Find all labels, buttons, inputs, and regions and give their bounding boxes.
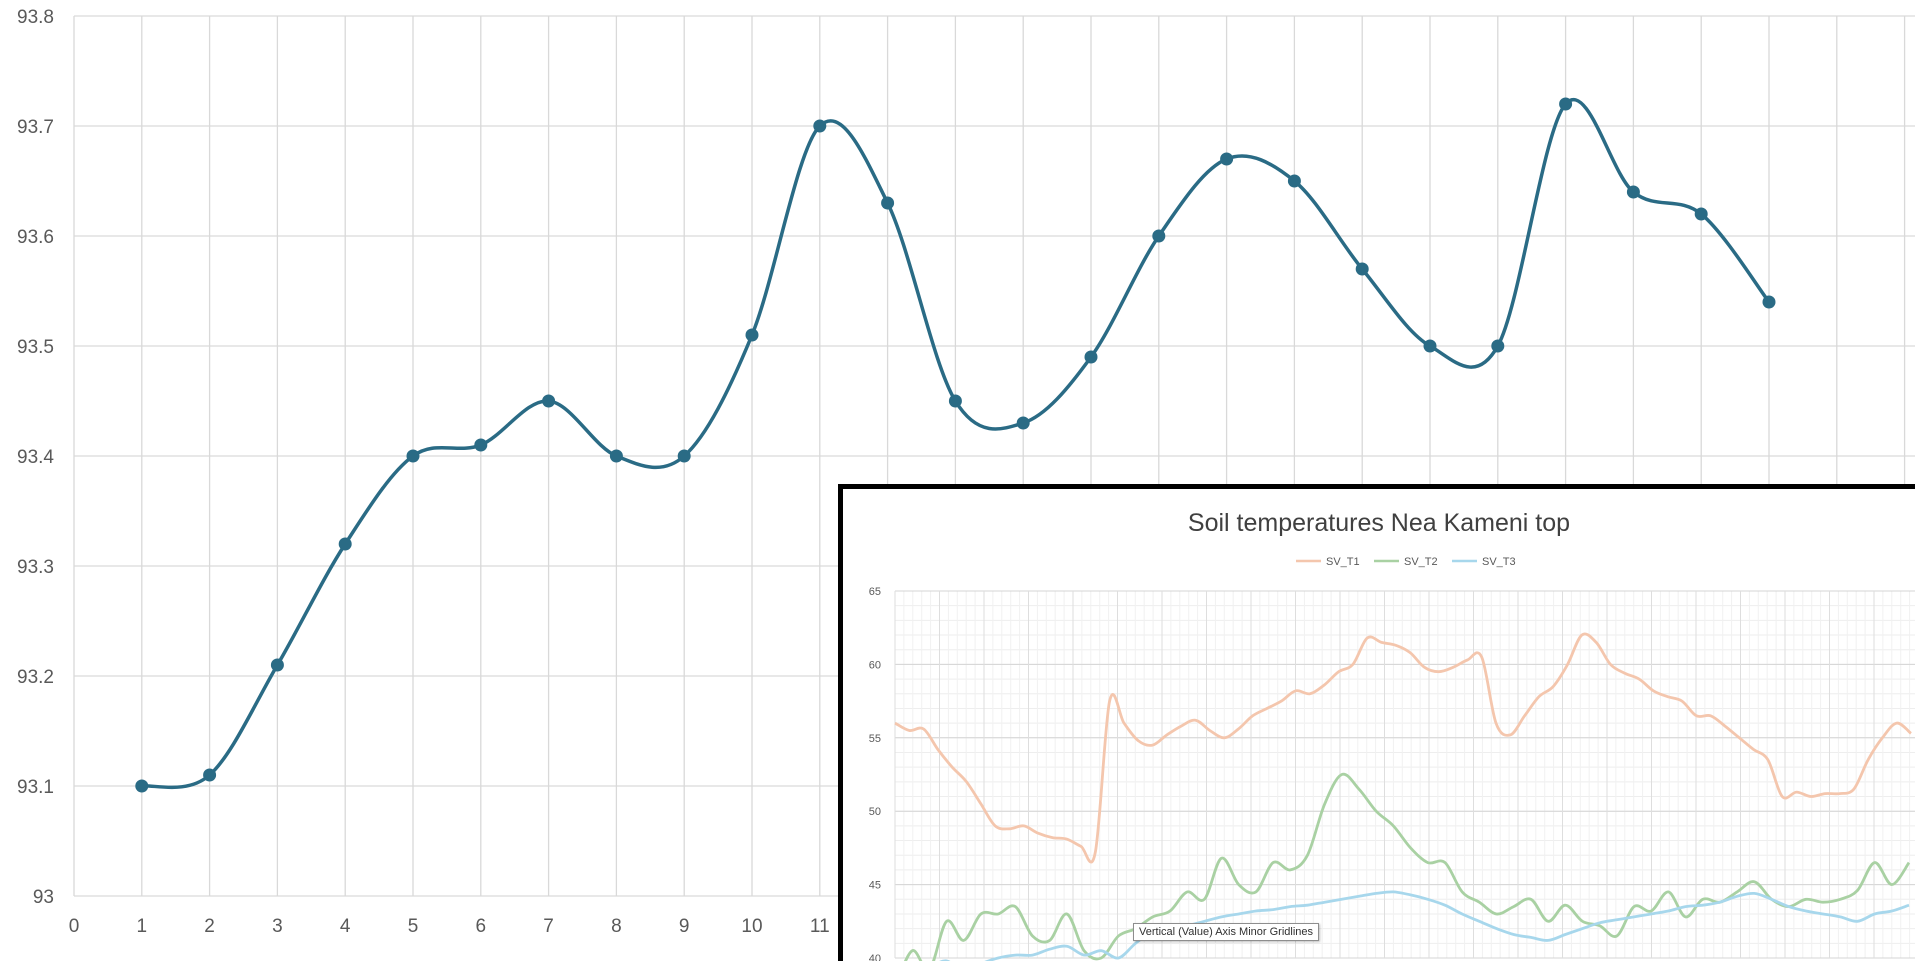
- inset-series-line-SV_T3: [939, 890, 1910, 961]
- main-data-point: [270, 658, 284, 672]
- gridlines-tooltip: Vertical (Value) Axis Minor Gridlines: [1133, 923, 1320, 941]
- main-chart-y-axis-labels: 93 93.1 93.2 93.3 93.4 93.5 93.6 93.7 93.8: [17, 7, 54, 908]
- main-data-point: [1152, 229, 1166, 243]
- inset-chart-minor-gridlines[interactable]: [894, 590, 1915, 959]
- main-chart-x-axis-labels: 0 1 2 3 4 5 6 7 8 9 10 11: [69, 916, 830, 937]
- main-data-point: [745, 328, 759, 342]
- inset-y-tick-label: 55: [869, 733, 881, 745]
- inset-legend-label[interactable]: SV_T2: [1404, 556, 1438, 568]
- main-y-tick-label: 93.6: [17, 227, 54, 248]
- main-x-tick-label: 10: [741, 916, 762, 937]
- main-series-points: [135, 97, 1776, 793]
- main-data-point: [203, 768, 217, 782]
- main-data-point: [1084, 350, 1098, 364]
- inset-line-chart: 40 45 50 55 60 65 SV_T1 SV_T2 SV_T3: [869, 556, 1915, 961]
- main-data-point: [135, 779, 149, 793]
- main-x-tick-label: 9: [679, 916, 690, 937]
- main-y-tick-label: 93.8: [17, 7, 54, 28]
- main-data-point: [948, 394, 962, 408]
- main-data-point: [1287, 174, 1301, 188]
- main-data-point: [813, 119, 827, 133]
- main-x-tick-label: 3: [272, 916, 283, 937]
- inset-chart-title[interactable]: Soil temperatures Nea Kameni top: [1187, 509, 1571, 537]
- main-x-tick-label: 2: [204, 916, 215, 937]
- inset-y-tick-label: 50: [869, 806, 881, 818]
- main-data-point: [1762, 295, 1776, 309]
- main-x-tick-label: 11: [810, 916, 830, 937]
- inset-chart-panel[interactable]: 40 45 50 55 60 65 SV_T1 SV_T2 SV_T3 Soil temper…: [838, 484, 1915, 961]
- main-x-tick-label: 0: [69, 916, 80, 937]
- main-y-tick-label: 93.3: [17, 557, 54, 578]
- inset-series-line-SV_T2: [903, 772, 1911, 961]
- main-data-point: [1491, 339, 1505, 353]
- main-data-point: [1423, 339, 1437, 353]
- inset-legend-label[interactable]: SV_T3: [1482, 556, 1516, 568]
- inset-chart-series-lines: [894, 632, 1912, 961]
- main-y-tick-label: 93.2: [17, 667, 54, 688]
- inset-y-tick-label: 40: [869, 953, 881, 961]
- main-data-point: [881, 196, 895, 210]
- main-data-point: [677, 449, 691, 463]
- inset-chart-y-axis-labels: 40 45 50 55 60 65: [869, 586, 881, 961]
- main-x-tick-label: 5: [408, 916, 419, 937]
- inset-chart-major-gridlines: [894, 590, 1915, 959]
- main-data-point: [1694, 207, 1708, 221]
- main-data-point: [609, 449, 623, 463]
- main-data-point: [542, 394, 556, 408]
- main-data-point: [338, 537, 352, 551]
- main-data-point: [1355, 262, 1369, 276]
- main-x-tick-label: 8: [611, 916, 622, 937]
- inset-series-line-SV_T1: [894, 632, 1912, 864]
- main-y-tick-label: 93.1: [17, 777, 54, 798]
- main-data-point: [1626, 185, 1640, 199]
- main-x-tick-label: 1: [137, 916, 148, 937]
- main-x-tick-label: 7: [543, 916, 554, 937]
- main-data-point: [406, 449, 420, 463]
- inset-legend-label[interactable]: SV_T1: [1326, 556, 1360, 568]
- main-x-tick-label: 4: [340, 916, 351, 937]
- main-y-tick-label: 93.4: [17, 447, 54, 468]
- inset-chart-legend[interactable]: SV_T1 SV_T2 SV_T3: [1296, 556, 1516, 568]
- main-y-tick-label: 93.7: [17, 117, 54, 138]
- main-data-point: [1220, 152, 1234, 166]
- inset-y-tick-label: 60: [869, 659, 881, 671]
- inset-y-tick-label: 65: [869, 586, 881, 598]
- main-data-point: [1016, 416, 1030, 430]
- main-y-tick-label: 93.5: [17, 337, 54, 358]
- main-y-tick-label: 93: [33, 887, 54, 908]
- main-data-point: [474, 438, 488, 452]
- inset-y-tick-label: 45: [869, 880, 881, 892]
- main-data-point: [1559, 97, 1573, 111]
- main-x-tick-label: 6: [476, 916, 487, 937]
